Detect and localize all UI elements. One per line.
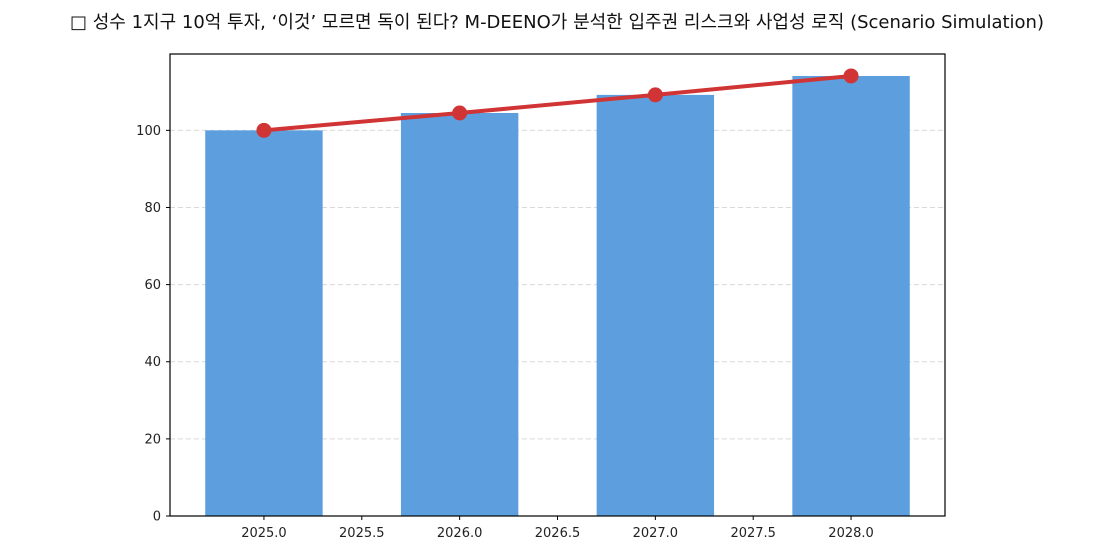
x-axis: 2025.0 2025.5 2026.0 2026.5 2027.0 2027.5 2028…	[241, 516, 874, 541]
trend-line	[261, 73, 854, 133]
bar-series	[205, 75, 910, 517]
bar-2028	[792, 75, 910, 517]
line-marker-2027	[647, 87, 663, 103]
line-marker-2025	[256, 122, 272, 138]
chart-title: □ 성수 1지구 10억 투자, ‘이것’ 모르면 독이 된다? M-DEENO…	[70, 12, 1044, 33]
bar-2025	[205, 130, 323, 516]
x-tick-label: 2027.5	[730, 526, 776, 541]
y-tick-label: 80	[144, 201, 161, 216]
line-marker-2026	[452, 105, 468, 121]
bar-2027	[596, 94, 715, 517]
y-tick-label: 0	[153, 510, 161, 525]
x-tick-label: 2026.5	[535, 526, 581, 541]
x-tick-label: 2025.5	[339, 526, 385, 541]
x-tick-label: 2027.0	[633, 526, 679, 541]
y-tick-label: 20	[144, 432, 161, 447]
y-tick-label: 100	[136, 124, 161, 139]
y-tick-label: 60	[144, 278, 161, 293]
y-axis: 0 20 40 60 80 100	[136, 124, 170, 525]
line-series	[256, 68, 859, 138]
line-marker-2028	[843, 68, 859, 84]
y-tick-label: 40	[144, 355, 161, 370]
bar-2026	[400, 113, 519, 516]
x-tick-label: 2028.0	[828, 526, 874, 541]
x-tick-label: 2025.0	[241, 526, 287, 541]
x-tick-label: 2026.0	[437, 526, 483, 541]
